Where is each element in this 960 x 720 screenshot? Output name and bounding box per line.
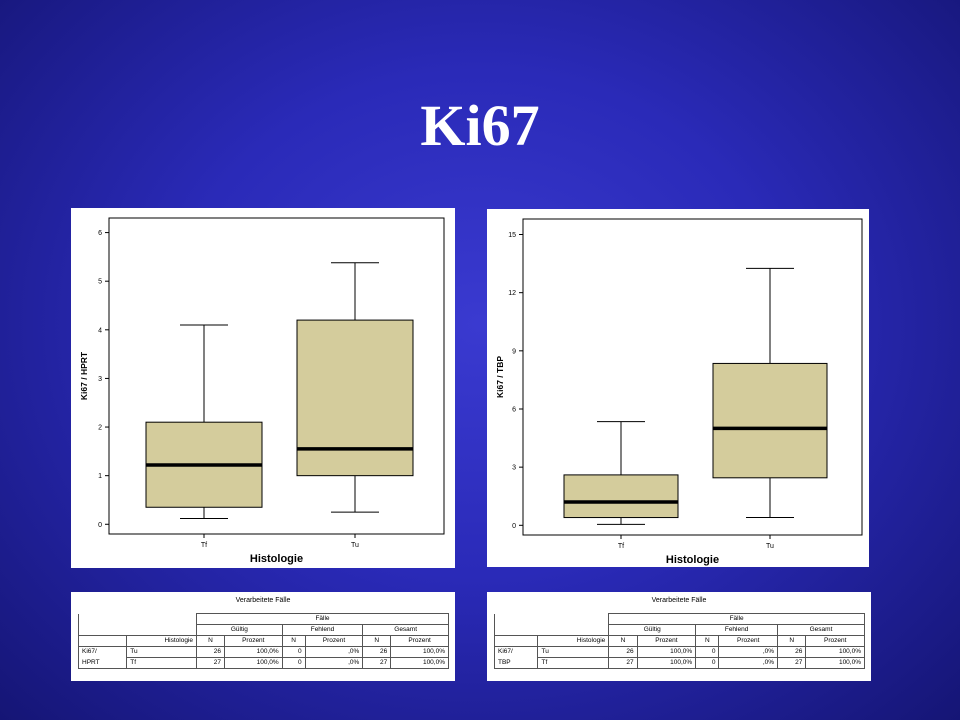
- missing-n: 0: [695, 646, 720, 658]
- row-label: Tf: [126, 657, 197, 669]
- row-label-header: Histologie: [126, 635, 197, 647]
- x-tick-label: Tf: [201, 542, 207, 549]
- y-tick-label: 3: [98, 376, 102, 383]
- table-row: Ki67/ Tu 26 100,0% 0 ,0% 26 100,0%: [77, 646, 449, 658]
- variable-name-line1: Ki67/: [493, 646, 539, 658]
- x-tick-label: Tf: [618, 543, 624, 550]
- table-caption: Verarbeitete Fälle: [235, 597, 291, 604]
- pct-header: Prozent: [636, 635, 697, 647]
- empty-cell: [77, 635, 128, 647]
- y-tick-label: 12: [508, 290, 516, 297]
- x-tick-label: Tu: [766, 543, 774, 550]
- case-summary-table-hprt: Fälle Gültig Fehlend Gesamt Histologie N…: [77, 613, 449, 669]
- missing-n: 0: [281, 646, 306, 658]
- row-label-header: Histologie: [537, 635, 610, 647]
- x-axis-label: Histologie: [250, 553, 303, 565]
- total-pct: 100,0%: [390, 646, 449, 658]
- boxplot-tbp: 0 3 6 9 12 15 Tf Tu Histologie Ki67 / TBP: [495, 218, 863, 566]
- variable-name-line2: TBP: [493, 657, 539, 669]
- total-n: 27: [777, 657, 807, 669]
- slide-title: Ki67: [420, 93, 540, 158]
- valid-pct: 100,0%: [636, 657, 697, 669]
- y-tick-label: 0: [512, 523, 516, 530]
- x-axis-label: Histologie: [666, 554, 719, 566]
- box-Tu: [712, 362, 828, 479]
- missing-pct: ,0%: [718, 657, 779, 669]
- y-tick-label: 6: [512, 406, 516, 413]
- total-pct: 100,0%: [805, 646, 865, 658]
- case-summary-table-tbp: Fälle Gültig Fehlend Gesamt Histologie N…: [493, 613, 865, 669]
- box-Tf: [563, 474, 679, 519]
- n-header: N: [196, 635, 225, 647]
- row-label: Tu: [126, 646, 197, 658]
- missing-n: 0: [281, 657, 306, 669]
- valid-pct: 100,0%: [223, 646, 283, 658]
- group-header: Fälle: [608, 613, 865, 625]
- y-tick-label: 2: [98, 425, 102, 432]
- variable-name-line2: HPRT: [77, 657, 128, 669]
- col-group-missing: Fehlend: [695, 624, 779, 636]
- empty-corner: [78, 613, 197, 636]
- missing-n: 0: [695, 657, 720, 669]
- n-header: N: [362, 635, 392, 647]
- col-group-valid: Gültig: [196, 624, 283, 636]
- y-tick-label: 4: [98, 327, 102, 334]
- n-header: N: [777, 635, 807, 647]
- y-axis-label: Ki67 / TBP: [495, 356, 505, 398]
- valid-pct: 100,0%: [223, 657, 283, 669]
- valid-n: 26: [608, 646, 638, 658]
- boxplot-hprt: 0 1 2 3 4 5 6 Tf Tu Histologie Ki67 / HPRT: [79, 217, 445, 565]
- missing-pct: ,0%: [304, 646, 364, 658]
- pct-header: Prozent: [805, 635, 865, 647]
- pct-header: Prozent: [718, 635, 779, 647]
- y-tick-label: 0: [98, 522, 102, 529]
- table-row: Ki67/ Tu 26 100,0% 0 ,0% 26 100,0%: [493, 646, 865, 658]
- y-axis-label: Ki67 / HPRT: [79, 351, 89, 400]
- missing-pct: ,0%: [718, 646, 779, 658]
- col-group-total: Gesamt: [777, 624, 865, 636]
- boxplot-panel-hprt: 0 1 2 3 4 5 6 Tf Tu Histologie Ki67 / HPRT: [71, 208, 455, 568]
- y-tick-label: 5: [98, 279, 102, 286]
- valid-n: 27: [608, 657, 638, 669]
- col-group-missing: Fehlend: [281, 624, 364, 636]
- missing-pct: ,0%: [304, 657, 364, 669]
- row-label: Tf: [537, 657, 610, 669]
- y-tick-label: 15: [508, 232, 516, 239]
- boxplot-panel-tbp: 0 3 6 9 12 15 Tf Tu Histologie Ki67 / TBP: [487, 209, 869, 567]
- y-tick-label: 1: [98, 473, 102, 480]
- y-tick-label: 3: [512, 465, 516, 472]
- row-label: Tu: [537, 646, 610, 658]
- valid-n: 26: [196, 646, 225, 658]
- box-Tu: [296, 319, 414, 477]
- table-row: HPRT Tf 27 100,0% 0 ,0% 27 100,0%: [77, 657, 449, 669]
- n-header: N: [281, 635, 306, 647]
- total-n: 26: [777, 646, 807, 658]
- total-pct: 100,0%: [805, 657, 865, 669]
- y-tick-label: 9: [512, 348, 516, 355]
- total-n: 27: [362, 657, 392, 669]
- group-header: Fälle: [196, 613, 449, 625]
- total-n: 26: [362, 646, 392, 658]
- pct-header: Prozent: [223, 635, 283, 647]
- col-group-total: Gesamt: [362, 624, 449, 636]
- table-row: TBP Tf 27 100,0% 0 ,0% 27 100,0%: [493, 657, 865, 669]
- n-header: N: [695, 635, 720, 647]
- valid-n: 27: [196, 657, 225, 669]
- total-pct: 100,0%: [390, 657, 449, 669]
- n-header: N: [608, 635, 638, 647]
- case-summary-panel-hprt: Verarbeitete Fälle Fälle Gültig Fehlend …: [71, 592, 455, 681]
- case-summary-panel-tbp: Verarbeitete Fälle Fälle Gültig Fehlend …: [487, 592, 871, 681]
- pct-header: Prozent: [390, 635, 449, 647]
- pct-header: Prozent: [304, 635, 364, 647]
- col-group-valid: Gültig: [608, 624, 697, 636]
- variable-name-line1: Ki67/: [77, 646, 128, 658]
- y-tick-label: 6: [98, 230, 102, 237]
- x-tick-label: Tu: [351, 542, 359, 549]
- valid-pct: 100,0%: [636, 646, 697, 658]
- empty-corner: [493, 613, 610, 636]
- table-caption: Verarbeitete Fälle: [651, 597, 707, 604]
- empty-cell: [493, 635, 539, 647]
